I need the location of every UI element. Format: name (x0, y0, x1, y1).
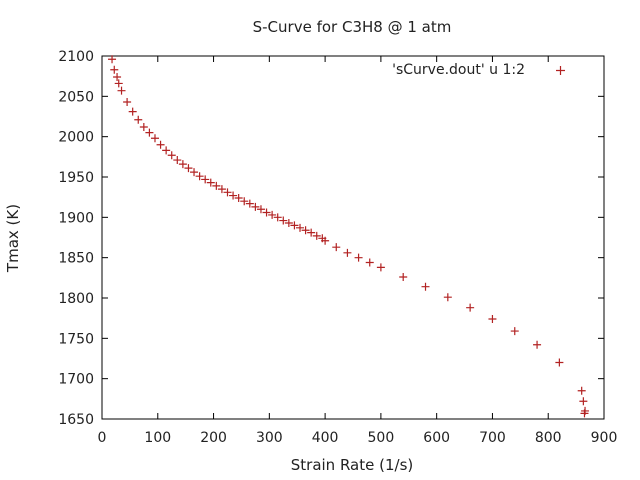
y-tick-label: 1800 (58, 291, 94, 307)
y-tick-label: 1700 (58, 372, 94, 388)
x-tick-label: 200 (200, 430, 227, 446)
data-point (206, 178, 215, 187)
data-point (245, 199, 254, 208)
data-point (279, 216, 288, 225)
legend-marker (556, 66, 565, 75)
y-tick-label: 1850 (58, 251, 94, 267)
data-point (139, 122, 148, 131)
y-axis-label: Tmax (K) (4, 204, 22, 273)
legend-label: 'sCurve.dout' u 1:2 (392, 62, 525, 78)
y-tick-label: 2050 (58, 89, 94, 105)
data-point (290, 221, 299, 230)
data-point (466, 303, 475, 312)
y-tick-label: 1650 (58, 412, 94, 428)
x-tick-label: 500 (368, 430, 395, 446)
data-point (301, 226, 310, 235)
data-point (134, 115, 143, 124)
y-axis: 1650 1700 1750 1800 1850 1900 1950 2000 2050 2100 (58, 49, 604, 428)
data-point (312, 231, 321, 240)
data-point (234, 193, 243, 202)
data-point (268, 210, 277, 219)
data-point (212, 181, 221, 190)
x-tick-label: 300 (256, 430, 283, 446)
data-point (256, 205, 265, 214)
data-point (262, 208, 271, 217)
data-point (321, 236, 330, 245)
y-tick-label: 2000 (58, 130, 94, 146)
data-point (273, 213, 282, 222)
data-point (156, 140, 165, 149)
data-point (123, 97, 132, 106)
data-point (488, 314, 497, 323)
data-point (113, 72, 122, 81)
data-point (229, 191, 238, 200)
data-point (184, 164, 193, 173)
data-point (443, 293, 452, 302)
data-point (201, 175, 210, 184)
data-point (173, 156, 182, 165)
data-point (150, 134, 159, 143)
data-point (296, 223, 305, 232)
data-point (251, 202, 260, 211)
x-axis-label: Strain Rate (1/s) (291, 456, 413, 474)
data-point (555, 358, 564, 367)
data-point (579, 397, 588, 406)
data-point (240, 197, 249, 206)
data-point (167, 151, 176, 160)
data-series (108, 55, 590, 418)
chart-title: S-Curve for C3H8 @ 1 atm (253, 18, 452, 36)
data-point (354, 253, 363, 262)
data-point (108, 55, 117, 64)
data-point (284, 218, 293, 227)
data-point (117, 86, 126, 95)
x-tick-label: 700 (479, 430, 506, 446)
data-point (223, 188, 232, 197)
x-tick-label: 0 (98, 430, 107, 446)
data-point (510, 327, 519, 336)
y-tick-label: 1900 (58, 210, 94, 226)
data-point (577, 386, 586, 395)
x-tick-label: 600 (423, 430, 450, 446)
y-tick-label: 1950 (58, 170, 94, 186)
x-tick-label: 400 (312, 430, 339, 446)
data-point (110, 65, 119, 74)
data-point (178, 160, 187, 169)
data-point (399, 273, 408, 282)
data-point (217, 185, 226, 194)
data-point (307, 228, 316, 237)
x-tick-label: 900 (591, 430, 618, 446)
data-point (533, 340, 542, 349)
data-point (376, 263, 385, 272)
data-point (145, 128, 154, 137)
data-point (195, 172, 204, 181)
x-tick-label: 800 (535, 430, 562, 446)
legend: 'sCurve.dout' u 1:2 (392, 62, 565, 78)
data-point (365, 258, 374, 267)
x-axis: 0 100 200 300 400 500 600 700 800 900 (98, 56, 618, 446)
plot-frame (101, 55, 605, 420)
data-point (162, 146, 171, 155)
data-point (114, 79, 123, 88)
data-point (332, 243, 341, 252)
data-point (190, 168, 199, 177)
data-point (343, 248, 352, 257)
data-point (128, 107, 137, 116)
y-tick-label: 2100 (58, 49, 94, 65)
data-point (580, 409, 589, 418)
y-tick-label: 1750 (58, 331, 94, 347)
x-tick-label: 100 (144, 430, 171, 446)
data-point (421, 282, 430, 291)
